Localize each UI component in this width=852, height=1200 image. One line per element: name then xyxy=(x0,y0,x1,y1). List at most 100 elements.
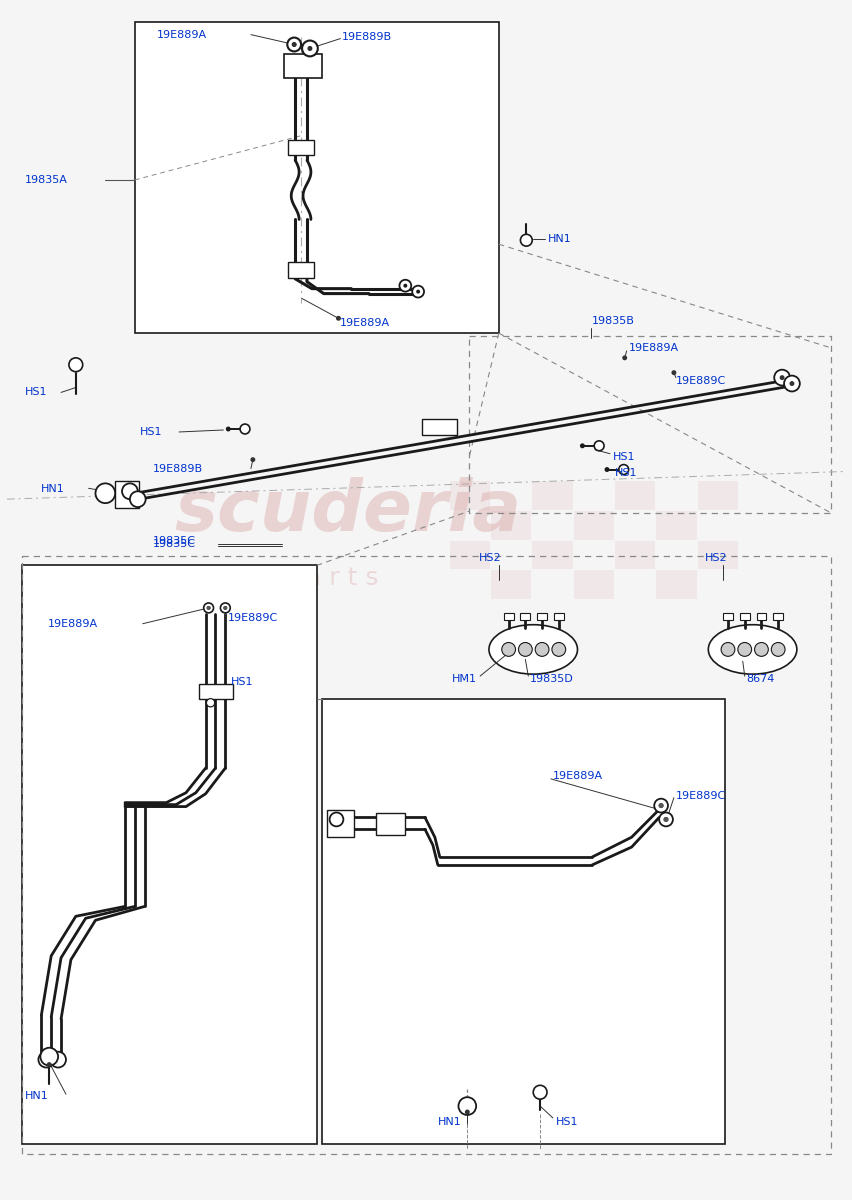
Bar xyxy=(376,812,406,835)
Bar xyxy=(199,684,233,698)
Bar xyxy=(656,511,697,540)
Circle shape xyxy=(671,370,676,376)
Circle shape xyxy=(400,280,412,292)
Text: 19835C: 19835C xyxy=(153,539,195,548)
Circle shape xyxy=(207,606,210,610)
Bar xyxy=(326,810,354,838)
Circle shape xyxy=(594,440,604,451)
Circle shape xyxy=(240,424,250,434)
Circle shape xyxy=(416,289,420,294)
Bar xyxy=(532,481,573,510)
Circle shape xyxy=(721,642,735,656)
Circle shape xyxy=(619,464,629,474)
Text: HS2: HS2 xyxy=(705,553,728,564)
Bar xyxy=(698,541,738,569)
Bar xyxy=(774,613,783,619)
Bar xyxy=(615,541,655,569)
Text: 19E889C: 19E889C xyxy=(676,791,726,800)
Circle shape xyxy=(580,443,584,449)
Bar xyxy=(115,481,139,508)
Circle shape xyxy=(207,698,215,707)
Text: HS1: HS1 xyxy=(25,388,47,397)
Circle shape xyxy=(308,47,312,50)
Bar xyxy=(537,613,547,619)
Circle shape xyxy=(403,283,407,288)
Circle shape xyxy=(659,803,664,808)
Circle shape xyxy=(226,426,231,432)
Bar xyxy=(491,511,532,540)
Circle shape xyxy=(204,602,214,613)
Ellipse shape xyxy=(489,625,578,674)
Bar xyxy=(504,613,514,619)
Text: HS1: HS1 xyxy=(615,468,637,479)
Bar xyxy=(615,481,655,510)
Circle shape xyxy=(755,642,769,656)
Bar xyxy=(573,511,614,540)
Text: 19E889A: 19E889A xyxy=(339,318,389,329)
Text: HS1: HS1 xyxy=(140,427,162,437)
Circle shape xyxy=(521,234,532,246)
Text: HS1: HS1 xyxy=(556,1117,579,1127)
Circle shape xyxy=(207,700,214,707)
Text: HM1: HM1 xyxy=(452,674,476,684)
Circle shape xyxy=(533,1085,547,1099)
Bar xyxy=(285,54,322,78)
Circle shape xyxy=(659,812,673,827)
Circle shape xyxy=(664,817,669,822)
Circle shape xyxy=(784,376,800,391)
Text: 19E889B: 19E889B xyxy=(342,31,392,42)
Text: HS2: HS2 xyxy=(479,553,502,564)
Circle shape xyxy=(40,1048,58,1066)
Text: 19E889C: 19E889C xyxy=(676,376,726,385)
Text: d a t a p a r t s: d a t a p a r t s xyxy=(194,566,378,590)
Circle shape xyxy=(292,42,296,47)
Text: 8674: 8674 xyxy=(746,674,775,684)
Bar xyxy=(698,481,738,510)
Circle shape xyxy=(223,606,227,610)
Text: 19835C: 19835C xyxy=(153,535,195,546)
Bar xyxy=(450,541,490,569)
Circle shape xyxy=(302,41,318,56)
Circle shape xyxy=(330,812,343,827)
Bar xyxy=(532,541,573,569)
Bar xyxy=(521,613,530,619)
Bar xyxy=(422,419,458,434)
Circle shape xyxy=(535,642,549,656)
Text: HN1: HN1 xyxy=(25,1091,49,1102)
Text: scuderia: scuderia xyxy=(174,476,521,546)
Bar xyxy=(656,570,697,599)
Bar xyxy=(322,698,725,1144)
Text: HN1: HN1 xyxy=(438,1117,462,1127)
Circle shape xyxy=(780,376,785,380)
Bar xyxy=(723,613,733,619)
Circle shape xyxy=(130,491,146,508)
Circle shape xyxy=(738,642,751,656)
Circle shape xyxy=(95,484,115,503)
Circle shape xyxy=(790,382,794,386)
Text: 19E889A: 19E889A xyxy=(157,30,206,40)
Text: HS1: HS1 xyxy=(613,451,636,462)
Circle shape xyxy=(287,37,301,52)
Circle shape xyxy=(412,286,424,298)
Bar xyxy=(288,262,314,277)
Circle shape xyxy=(336,316,341,320)
Circle shape xyxy=(69,358,83,372)
Circle shape xyxy=(223,606,227,610)
Circle shape xyxy=(221,602,230,613)
Text: HN1: HN1 xyxy=(42,485,65,494)
Text: 19E889A: 19E889A xyxy=(49,619,98,629)
Circle shape xyxy=(291,42,296,47)
Circle shape xyxy=(465,1110,469,1115)
Circle shape xyxy=(552,642,566,656)
Circle shape xyxy=(122,484,138,499)
Circle shape xyxy=(519,642,532,656)
Bar xyxy=(450,481,490,510)
Bar xyxy=(288,140,314,155)
Ellipse shape xyxy=(708,625,797,674)
Bar xyxy=(573,570,614,599)
Circle shape xyxy=(502,642,515,656)
Bar xyxy=(554,613,564,619)
Circle shape xyxy=(50,1051,66,1068)
Text: HN1: HN1 xyxy=(548,234,572,245)
Circle shape xyxy=(458,1097,476,1115)
